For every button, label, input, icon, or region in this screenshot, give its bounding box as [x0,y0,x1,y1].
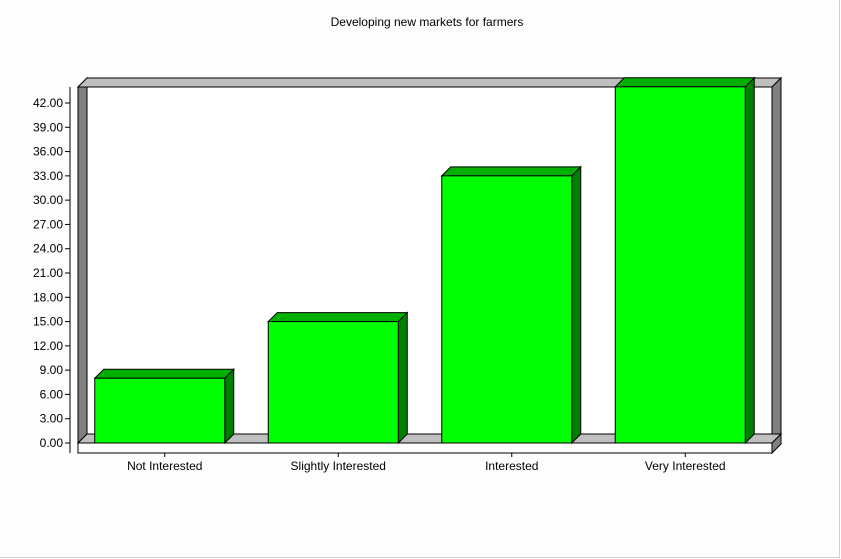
bar-front [94,377,226,444]
bar-interested [440,165,582,445]
x-tick-label: Very Interested [645,459,726,473]
base-strip [77,442,773,454]
bar-side [571,165,582,445]
y-tick-label: 18.00 [33,290,63,304]
bar-series [93,76,756,445]
y-tick-label: 21.00 [33,266,63,280]
bar-side [224,368,235,445]
bar-top [614,77,756,88]
y-tick-label: 33.00 [33,169,63,183]
bar-top [267,312,409,323]
bar-not-interested [93,368,235,445]
base-strip-side [771,432,782,455]
chart-title: Developing new markets for farmers [331,15,524,29]
y-tick-label: 12.00 [33,339,63,353]
bar-slightly-interested [267,311,409,445]
y-tick-label: 42.00 [33,96,63,110]
y-tick-label: 30.00 [33,193,63,207]
y-tick-label: 6.00 [40,387,64,401]
bar-top [440,166,582,177]
y-tick-label: 0.00 [40,436,64,450]
x-tick-label: Not Interested [127,459,202,473]
y-axis: 0.00 3.00 6.00 9.00 12.00 15.00 18.00 21.00 24.0… [33,87,71,453]
x-tick-label: Slightly Interested [291,459,386,473]
y-tick-label: 15.00 [33,315,63,329]
bar-top [93,368,235,379]
left-wall [77,76,88,445]
bar-front [267,321,399,444]
y-tick-label: 36.00 [33,145,63,159]
right-wall [771,76,782,445]
x-tick-label: Interested [485,459,538,473]
bar-very-interested [614,76,756,445]
y-tick-label: 27.00 [33,217,63,231]
bar-side [744,76,755,445]
y-tick-label: 9.00 [40,363,64,377]
x-axis: Not Interested Slightly Interested Interes… [127,453,726,473]
bar-side [397,311,408,445]
y-tick-label: 39.00 [33,120,63,134]
bar-front [441,175,573,444]
y-tick-label: 3.00 [40,412,64,426]
y-tick-label: 24.00 [33,242,63,256]
bar-front [614,86,746,444]
